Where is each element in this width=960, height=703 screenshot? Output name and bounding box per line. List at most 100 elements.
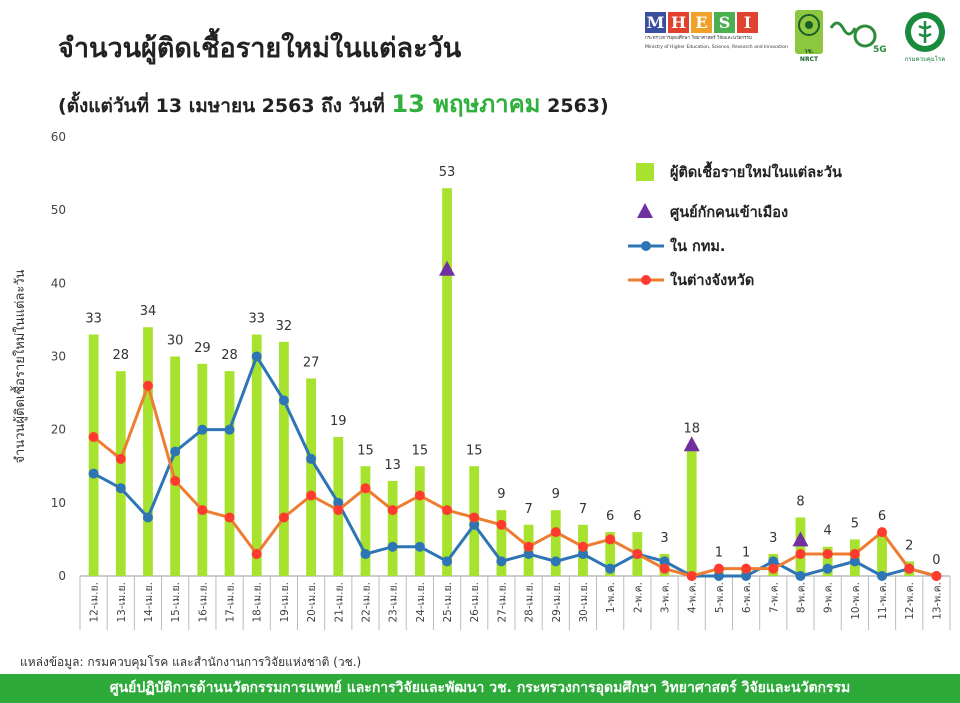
line-point — [414, 541, 425, 552]
bar-1-พ.ค. — [605, 532, 616, 576]
line-point — [605, 534, 616, 545]
line-point — [550, 527, 561, 538]
line-point — [768, 556, 779, 567]
bar-4-พ.ค. — [686, 444, 697, 576]
line-point — [523, 541, 534, 552]
line-point — [605, 563, 616, 574]
line-ใน กทม. — [92, 355, 937, 578]
bar-value-label: 15 — [412, 443, 429, 458]
y-tick-label: 0 — [58, 569, 66, 583]
triangle-point — [792, 531, 809, 547]
x-tick-label: 10-พ.ค. — [850, 582, 862, 620]
bar-value-label: 32 — [276, 319, 293, 334]
line-point — [577, 541, 588, 552]
x-tick-label: 25-เม.ย. — [442, 582, 454, 623]
bar-value-label: 34 — [140, 304, 157, 319]
x-tick-label: 8-พ.ค. — [795, 582, 807, 613]
bar-value-label: 6 — [606, 509, 614, 524]
bar-value-label: 2 — [905, 538, 913, 553]
line-point — [170, 446, 181, 457]
bar-value-label: 28 — [221, 348, 238, 363]
bar-value-label: 33 — [248, 312, 265, 327]
legend-label: ศูนย์กักคนเข้าเมือง — [670, 203, 788, 221]
line-point — [632, 549, 643, 560]
x-tick-label: 2-พ.ค. — [632, 582, 644, 613]
legend-label: ใน กทม. — [670, 237, 725, 255]
bar-8-พ.ค. — [795, 517, 806, 576]
line-point — [88, 431, 99, 442]
line-ในต่างจังหวัด — [92, 384, 937, 578]
legend-swatch-marker — [641, 275, 651, 285]
bar-16-เม.ย. — [197, 363, 208, 576]
bar-25-เม.ย. — [442, 188, 452, 576]
legend-swatch-marker — [641, 241, 651, 251]
x-tick-label: 30-เม.ย. — [578, 582, 590, 623]
bar-19-เม.ย. — [279, 341, 289, 576]
bar-value-label: 53 — [439, 165, 456, 180]
line-point — [469, 512, 480, 523]
y-tick-label: 60 — [51, 130, 66, 144]
moph-logo — [903, 10, 947, 54]
nrct-label: วช. NRCT — [799, 48, 819, 63]
line-point — [115, 483, 126, 494]
bar-17-เม.ย. — [224, 371, 235, 576]
line-point — [550, 556, 561, 567]
line-point — [278, 395, 289, 406]
bar-value-label: 29 — [194, 341, 211, 356]
bar-27-เม.ย. — [496, 510, 507, 576]
bar-value-label: 27 — [303, 355, 320, 370]
bar-value-label: 6 — [633, 509, 641, 524]
line-point — [360, 483, 371, 494]
logo-5g: 5G — [827, 14, 889, 56]
line-point — [659, 556, 670, 567]
nrct-logo — [795, 10, 823, 54]
bar-14-เม.ย. — [143, 327, 153, 576]
bar-value-label: 15 — [466, 443, 483, 458]
line-point — [333, 505, 344, 516]
mhesi-letter-m: M — [645, 12, 666, 33]
triangle-point — [439, 260, 456, 276]
line-series — [88, 260, 942, 581]
x-tick-label: 18-เม.ย. — [252, 582, 264, 623]
x-tick-label: 26-เม.ย. — [469, 582, 481, 623]
line-point — [877, 571, 888, 581]
x-tick-label: 21-เม.ย. — [333, 582, 345, 623]
line-point — [170, 475, 181, 486]
bar-value-label: 5 — [851, 516, 859, 531]
line-point — [523, 549, 534, 560]
bar-value-label: 6 — [878, 509, 886, 524]
line-point — [741, 563, 752, 574]
line-point — [496, 556, 507, 567]
line-point — [686, 571, 697, 581]
x-tick-label: 28-เม.ย. — [524, 582, 536, 623]
mhesi-sub-thai: กระทรวงการอุดมศึกษา วิทยาศาสตร์ วิจัยและ… — [645, 36, 752, 41]
mhesi-letter-i: I — [737, 12, 758, 33]
line-point — [822, 549, 833, 560]
line-point — [849, 549, 860, 560]
x-tick-label: 3-พ.ค. — [660, 582, 672, 613]
line-point — [741, 571, 752, 581]
mhesi-letter-h: H — [668, 12, 689, 33]
subtitle-highlight: 13 พฤษภาคม — [391, 90, 541, 118]
line-point — [877, 527, 888, 538]
y-axis-title: จำนวนผู้ติดเชื้อรายใหม่ในแต่ละวัน — [10, 269, 28, 463]
line-point — [496, 519, 507, 530]
line-point — [142, 380, 153, 391]
y-tick-label: 50 — [51, 203, 66, 217]
line-point — [387, 541, 398, 552]
line-point — [713, 563, 724, 574]
bar-value-label: 7 — [524, 502, 532, 517]
bar-value-label: 19 — [330, 414, 347, 429]
y-tick-label: 40 — [51, 276, 66, 290]
line-point — [224, 512, 235, 523]
subtitle-prefix: (ตั้งแต่วันที่ 13 เมษายน 2563 ถึง วันที่ — [58, 95, 385, 117]
bar-value-label: 3 — [660, 531, 668, 546]
x-tick-label: 14-เม.ย. — [143, 582, 155, 623]
bar-value-label: 4 — [824, 524, 832, 539]
x-tick-label: 24-เม.ย. — [415, 582, 427, 623]
legend-label: ผู้ติดเชื้อรายใหม่ในแต่ละวัน — [670, 161, 842, 181]
x-tick-label: 7-พ.ค. — [768, 582, 780, 613]
x-tick-label: 9-พ.ค. — [823, 582, 835, 613]
x-tick-label: 13-พ.ค. — [931, 582, 943, 620]
